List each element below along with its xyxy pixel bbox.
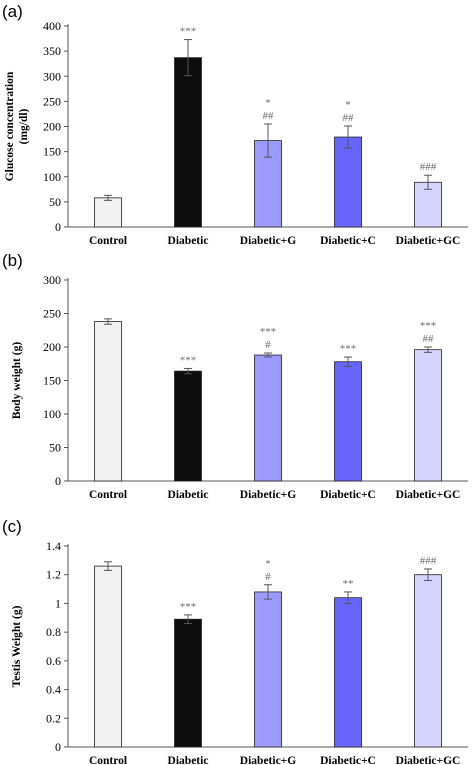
y-tick-label: 400 bbox=[43, 19, 61, 33]
y-tick-label: 150 bbox=[43, 145, 61, 159]
y-tick-label: 1.2 bbox=[46, 568, 61, 582]
y-tick-label: 0.6 bbox=[46, 654, 61, 668]
y-tick-label: 200 bbox=[43, 120, 61, 134]
bar-diabetic-c bbox=[334, 136, 362, 228]
significance-label: * bbox=[265, 97, 271, 109]
y-tick-label: 300 bbox=[43, 273, 61, 287]
bar-diabetic bbox=[174, 57, 202, 228]
x-tick-label: Diabetic+G bbox=[240, 755, 296, 765]
y-axis-label-1: Body weight (g) bbox=[11, 342, 23, 419]
significance-label: *** bbox=[180, 601, 197, 613]
chart-panel-1: (b) Body weight (g) 0 50 100 150 200 250 300 Cont… bbox=[2, 251, 468, 501]
y-tick-label: 150 bbox=[43, 374, 61, 388]
panel-label-0: (a) bbox=[2, 2, 23, 21]
panel-label-2: (c) bbox=[2, 517, 22, 536]
y-tick-label: 100 bbox=[43, 170, 61, 184]
significance-label: * bbox=[265, 558, 271, 570]
significance-label: ** bbox=[343, 578, 354, 590]
x-tick-label: Control bbox=[89, 235, 127, 247]
bar-control bbox=[94, 197, 122, 228]
chart-panel-0: (a) Glucose concentration (mg/dl) 0 50 100 150… bbox=[2, 2, 468, 247]
significance-label: # bbox=[265, 571, 271, 583]
y-tick-label: 50 bbox=[49, 441, 61, 455]
bar-diabetic-g bbox=[254, 591, 282, 748]
y-tick-label: 300 bbox=[43, 69, 61, 83]
bar-diabetic-c bbox=[334, 361, 362, 482]
y-tick-label: 250 bbox=[43, 307, 61, 321]
bar-control bbox=[94, 565, 122, 748]
y-tick-label: 0 bbox=[55, 740, 61, 754]
significance-label: *** bbox=[260, 326, 277, 338]
bar-diabetic bbox=[174, 618, 202, 748]
y-tick-label: 0.2 bbox=[46, 711, 61, 725]
y-tick-label: 100 bbox=[43, 407, 61, 421]
y-tick-label: 200 bbox=[43, 340, 61, 354]
x-tick-label: Diabetic+GC bbox=[396, 489, 461, 501]
x-tick-label: Diabetic+C bbox=[320, 489, 376, 501]
bar-diabetic bbox=[174, 370, 202, 482]
x-tick-label: Diabetic bbox=[168, 235, 209, 247]
y-axis-label-0: Glucose concentration (mg/dl) bbox=[4, 71, 30, 181]
bar-diabetic-c bbox=[334, 597, 362, 748]
x-tick-label: Diabetic bbox=[168, 489, 209, 501]
y-tick-label: 0.4 bbox=[46, 683, 61, 697]
significance-label: ## bbox=[263, 110, 275, 122]
y-tick-label: 0 bbox=[55, 220, 61, 234]
significance-label: * bbox=[345, 99, 351, 111]
y-tick-label: 0 bbox=[55, 474, 61, 488]
x-tick-label: Diabetic+C bbox=[320, 235, 376, 247]
bar-diabetic-gc bbox=[414, 349, 442, 482]
bar-diabetic-g bbox=[254, 354, 282, 482]
significance-label: ### bbox=[420, 161, 437, 173]
significance-label: *** bbox=[340, 343, 357, 355]
significance-label: *** bbox=[180, 354, 197, 366]
bar-control bbox=[94, 321, 122, 482]
chart-panel-2: (c) Testis Weight (g) 0 0.2 0.4 0.6 0.8 1 1.2 1.4… bbox=[2, 517, 468, 765]
x-tick-label: Control bbox=[89, 755, 127, 765]
x-tick-label: Diabetic bbox=[168, 755, 209, 765]
y-tick-label: 1.4 bbox=[46, 539, 61, 553]
significance-label: ## bbox=[343, 112, 355, 124]
significance-label: ### bbox=[420, 555, 437, 567]
y-tick-label: 50 bbox=[49, 195, 61, 209]
x-tick-label: Diabetic+C bbox=[320, 755, 376, 765]
significance-label: *** bbox=[180, 26, 197, 38]
x-tick-label: Diabetic+G bbox=[240, 489, 296, 501]
x-tick-label: Control bbox=[89, 489, 127, 501]
x-tick-label: Diabetic+G bbox=[240, 235, 296, 247]
bar-diabetic-gc bbox=[414, 574, 442, 748]
significance-label: # bbox=[265, 339, 271, 351]
x-tick-label: Diabetic+GC bbox=[396, 235, 461, 247]
y-axis-label-2: Testis Weight (g) bbox=[11, 605, 23, 687]
panel-label-1: (b) bbox=[2, 251, 23, 270]
x-tick-label: Diabetic+GC bbox=[396, 755, 461, 765]
y-tick-label: 0.8 bbox=[46, 625, 61, 639]
y-tick-label: 350 bbox=[43, 44, 61, 58]
y-tick-label: 1 bbox=[55, 596, 61, 610]
y-tick-label: 250 bbox=[43, 94, 61, 108]
significance-label: ## bbox=[423, 333, 435, 345]
significance-label: *** bbox=[420, 320, 437, 332]
